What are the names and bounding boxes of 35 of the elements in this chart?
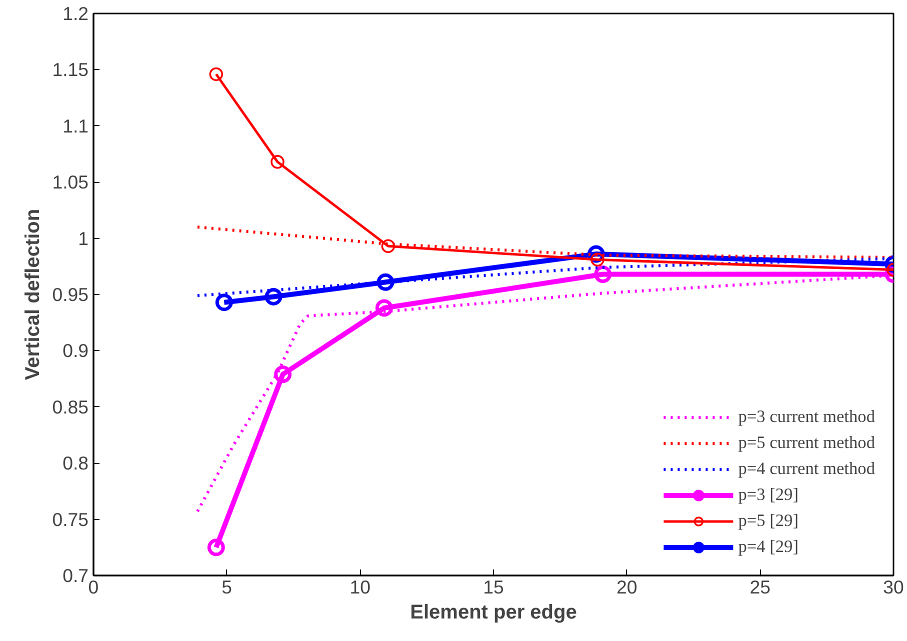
y-tick-label: 1.2 <box>62 3 89 24</box>
point <box>376 273 394 291</box>
y-axis-title: Vertical deflection <box>22 208 44 380</box>
x-tick-label: 10 <box>350 576 371 598</box>
y-tick-label: 0.95 <box>52 284 88 305</box>
legend-label: p=4 current method <box>738 459 875 479</box>
legend-label: p=5 [29] <box>738 511 798 531</box>
point <box>375 299 393 317</box>
y-tick-label: 1.05 <box>52 172 88 193</box>
point <box>215 294 233 312</box>
y-tick-label: 0.8 <box>62 452 89 474</box>
y-tick-label: 1.1 <box>62 115 89 136</box>
point <box>270 155 284 169</box>
y-tick-label: 0.7 <box>62 565 89 586</box>
x-tick-label: 30 <box>883 576 904 598</box>
legend-label: p=4 [29] <box>738 537 798 557</box>
y-tick-label: 1.15 <box>52 59 88 80</box>
y-tick-label: 1 <box>78 228 89 249</box>
point <box>209 67 224 82</box>
point <box>274 366 292 384</box>
legend-label: p=3 current method <box>738 407 875 427</box>
point <box>207 538 225 556</box>
x-tick-label: 25 <box>750 576 771 598</box>
x-tick-label: 15 <box>483 576 504 598</box>
x-tick-label: 0 <box>88 576 99 598</box>
x-tick-label: 20 <box>616 576 638 598</box>
y-tick-label: 0.85 <box>52 396 88 418</box>
legend-label: p=3 [29] <box>738 485 798 505</box>
y-tick-label: 0.9 <box>62 340 89 362</box>
x-tick-label: 5 <box>222 576 232 598</box>
point <box>264 288 282 306</box>
y-tick-label: 0.75 <box>52 508 88 530</box>
x-axis-title: Element per edge <box>410 602 577 624</box>
legend-label: p=5 current method <box>738 433 875 453</box>
point <box>381 239 396 254</box>
